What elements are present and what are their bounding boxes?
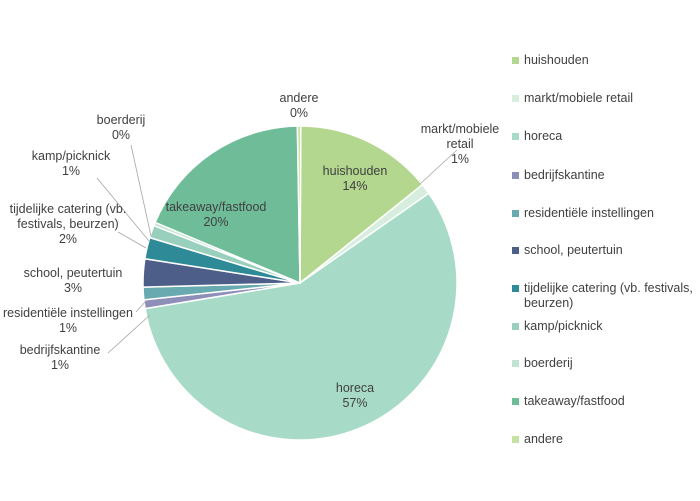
leader-line-6 [117, 231, 147, 249]
slice-value-2: 57% [342, 396, 367, 410]
legend-swatch-10 [512, 436, 519, 443]
slice-label-5: school, peutertuin 3% [24, 266, 123, 295]
legend-label-6: tijdelijke catering (vb. festivals, beur… [524, 281, 693, 310]
legend-label-9: takeaway/fastfood [524, 394, 625, 408]
legend-swatch-8 [512, 360, 519, 367]
legend-swatch-2 [512, 133, 519, 140]
leader-line-7 [96, 177, 150, 242]
legend-label-2: horeca [524, 129, 563, 143]
legend-swatch-4 [512, 210, 519, 217]
slice-value-1: 1% [451, 152, 469, 166]
slice-label-4: residentiële instellingen 1% [3, 306, 133, 335]
slice-label-8: boerderij 0% [97, 113, 146, 142]
leader-line-8 [130, 144, 152, 237]
legend-swatch-0 [512, 57, 519, 64]
legend-label-3: bedrijfskantine [524, 168, 605, 182]
slice-label-2: horeca 57% [336, 381, 374, 410]
legend-swatch-1 [512, 95, 519, 102]
pie-slice-9 [154, 125, 301, 285]
legend-label-10: andere [524, 432, 563, 446]
legend-label-7: kamp/picknick [524, 319, 603, 333]
pie-slice-10 [296, 125, 302, 284]
legend-swatch-5 [512, 247, 519, 254]
slice-value-5: 3% [64, 281, 82, 295]
slice-value-10: 0% [290, 106, 308, 120]
pie-slice-2 [144, 192, 458, 441]
legend-label-8: boerderij [524, 356, 573, 370]
slice-label-0: huishouden 14% [323, 164, 388, 193]
slice-label-10: andere 0% [280, 91, 319, 120]
legend-swatch-6 [512, 285, 519, 292]
legend-swatch-9 [512, 398, 519, 405]
leader-line-3 [107, 314, 151, 354]
legend-swatch-7 [512, 323, 519, 330]
pie-slice-0 [299, 125, 424, 285]
legend-label-1: markt/mobiele retail [524, 91, 634, 105]
slice-value-9: 20% [203, 215, 228, 229]
slice-label-6: tijdelijke catering (vb. festivals, beurz… [10, 202, 127, 246]
legend-label-5: school, peutertuin [524, 243, 623, 257]
pie-chart: huishouden 14% markt/mobiele retail 1% horeca… [3, 91, 499, 441]
slice-value-7: 1% [62, 164, 80, 178]
slice-label-9: takeaway/fastfood 20% [166, 200, 267, 229]
leader-line-1 [419, 149, 458, 185]
leader-lines [96, 144, 458, 354]
slice-label-7: kamp/picknick 1% [32, 149, 111, 178]
slice-value-4: 1% [59, 321, 77, 335]
leader-line-4 [135, 300, 147, 313]
slice-value-6: 2% [59, 232, 77, 246]
legend-label-0: huishouden [524, 53, 589, 67]
pie-slices [142, 125, 458, 441]
slice-value-3: 1% [51, 358, 69, 372]
legend-label-4: residentiële instellingen [524, 206, 654, 220]
slice-value-0: 14% [342, 179, 367, 193]
slice-label-3: bedrijfskantine 1% [20, 343, 101, 372]
legend: huishouden markt/mobiele retail horeca bedr… [512, 0, 697, 501]
slice-labels: huishouden 14% markt/mobiele retail 1% horeca… [3, 91, 499, 410]
legend-swatch-3 [512, 172, 519, 179]
slice-value-8: 0% [112, 128, 130, 142]
slice-label-1: markt/mobiele retail 1% [421, 122, 500, 166]
